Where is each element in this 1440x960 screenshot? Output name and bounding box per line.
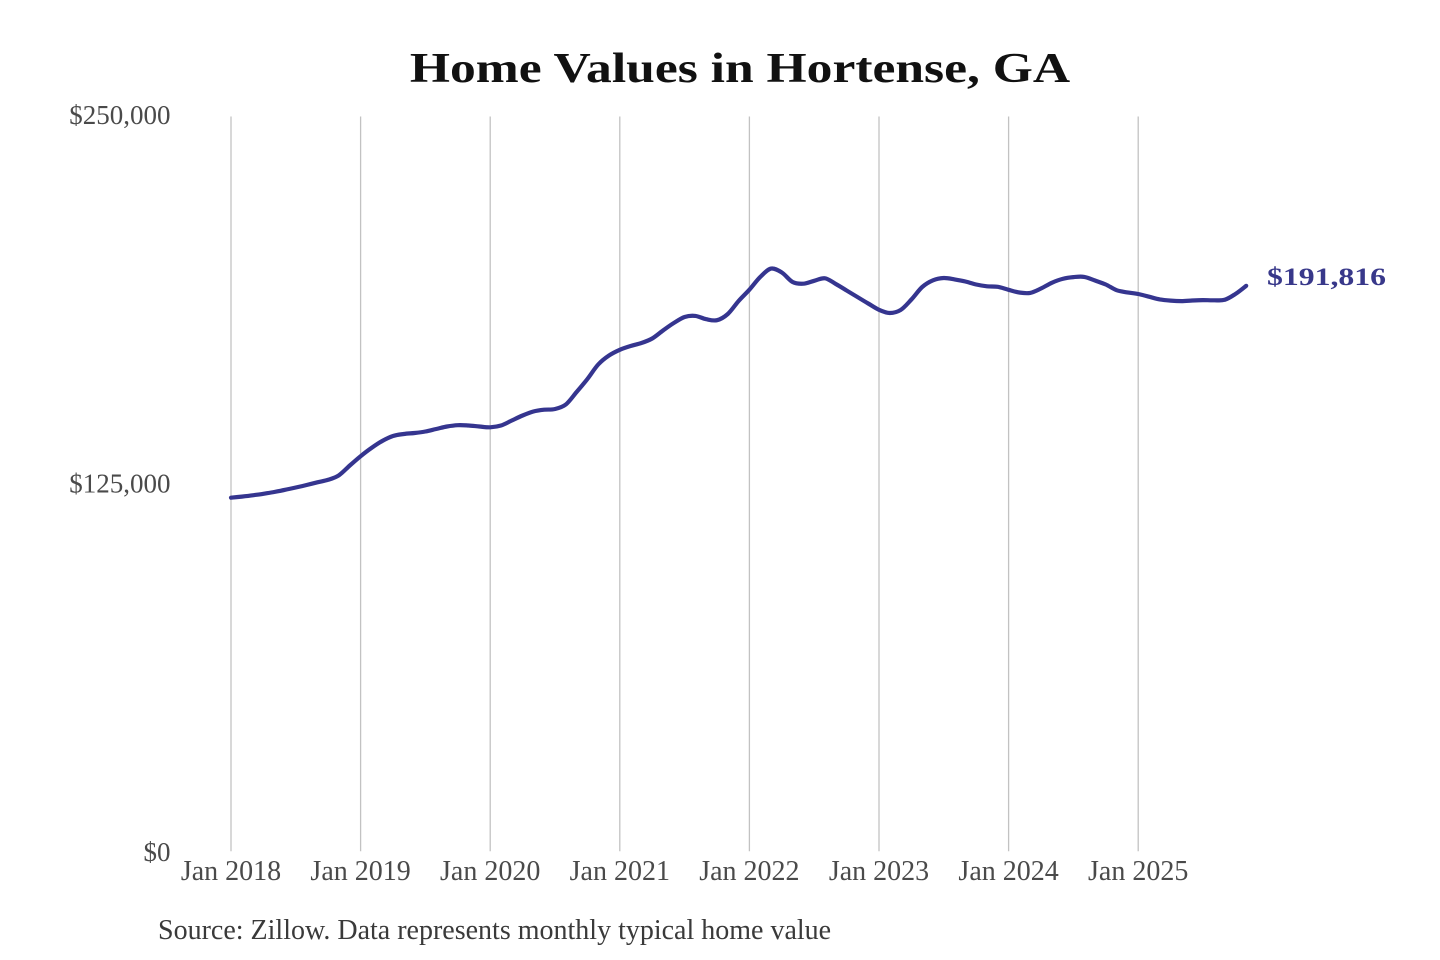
svg-text:Jan 2025: Jan 2025 (1088, 856, 1188, 887)
svg-text:$191,816: $191,816 (1267, 264, 1386, 291)
svg-text:Jan 2024: Jan 2024 (958, 856, 1058, 887)
svg-text:Jan 2018: Jan 2018 (181, 856, 281, 887)
svg-text:Jan 2020: Jan 2020 (440, 856, 540, 887)
svg-text:Jan 2021: Jan 2021 (570, 856, 670, 887)
svg-text:Jan 2022: Jan 2022 (699, 856, 799, 887)
svg-text:Home Values in Hortense, GA: Home Values in Hortense, GA (410, 45, 1070, 91)
svg-text:$0: $0 (144, 837, 171, 867)
svg-text:$125,000: $125,000 (69, 468, 170, 498)
svg-text:Jan 2023: Jan 2023 (829, 856, 929, 887)
svg-text:Jan 2019: Jan 2019 (310, 856, 410, 887)
svg-text:$250,000: $250,000 (69, 100, 170, 130)
svg-text:Source: Zillow. Data represent: Source: Zillow. Data represents monthly … (158, 915, 831, 946)
